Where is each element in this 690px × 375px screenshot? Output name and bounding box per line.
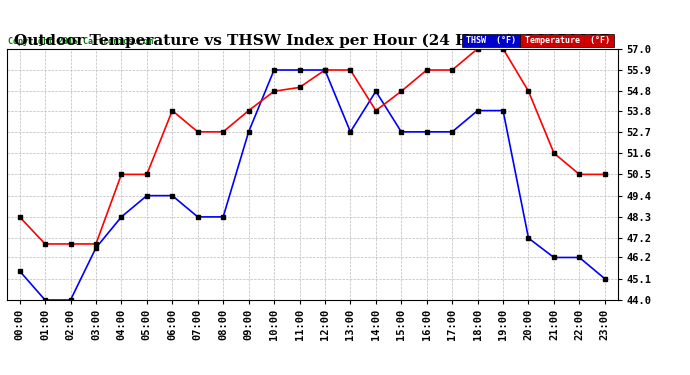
- Title: Outdoor Temperature vs THSW Index per Hour (24 Hours)  20151027: Outdoor Temperature vs THSW Index per Ho…: [14, 33, 610, 48]
- Text: Copyright 2015 Cartronics.com: Copyright 2015 Cartronics.com: [8, 37, 152, 46]
- FancyBboxPatch shape: [462, 34, 520, 48]
- Text: THSW  (°F): THSW (°F): [466, 36, 516, 45]
- Text: Temperature  (°F): Temperature (°F): [524, 36, 610, 45]
- FancyBboxPatch shape: [520, 34, 615, 48]
